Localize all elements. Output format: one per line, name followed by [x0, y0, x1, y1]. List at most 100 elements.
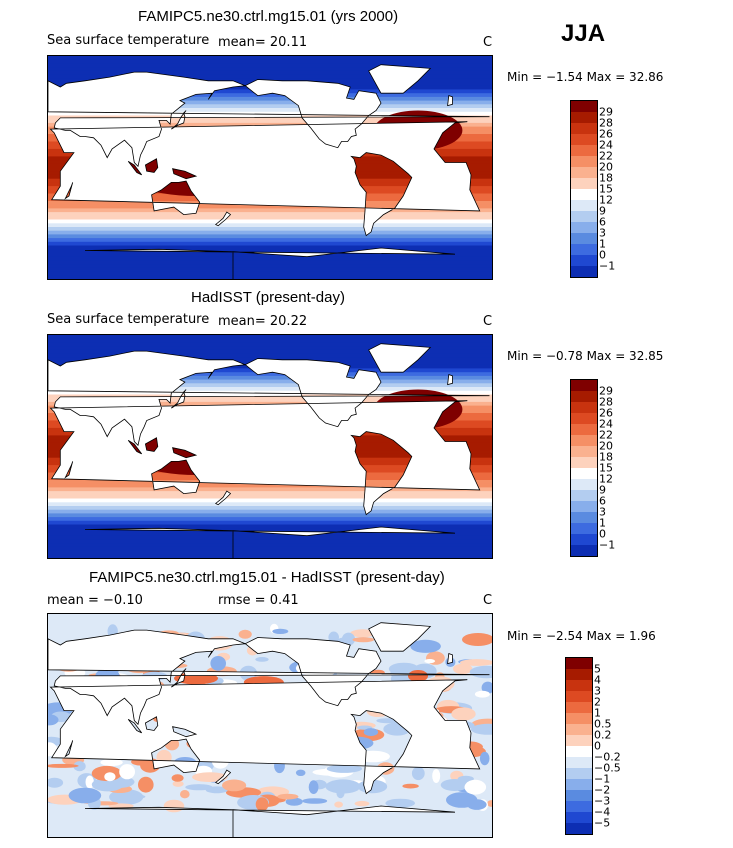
sst-band [48, 227, 492, 232]
colorbar-label: 29 [599, 105, 613, 119]
colorbar-swatch [571, 545, 597, 556]
panel-1-minmax: Min = −1.54 Max = 32.86 [507, 70, 664, 84]
diff-blob [459, 659, 492, 666]
sst-band [48, 506, 492, 511]
panel-2-title: HadISST (present-day) [191, 289, 345, 306]
diff-blob [104, 772, 116, 782]
sst-band [48, 238, 492, 243]
panel-1-variable: Sea surface temperature [47, 33, 210, 48]
colorbar-swatch [566, 823, 592, 834]
sst-band [48, 93, 492, 98]
panel-2-unit: C [483, 314, 493, 329]
land-outline [48, 343, 490, 558]
colorbar-swatch [571, 479, 597, 490]
diff-blob [48, 763, 79, 768]
colorbar-swatch [566, 768, 592, 779]
colorbar-swatch [571, 222, 597, 233]
colorbar-swatch [566, 801, 592, 812]
diff-blob [462, 633, 492, 646]
panel-3-minmax: Min = −2.54 Max = 1.96 [507, 629, 656, 643]
diff-warm-anomaly [408, 669, 428, 682]
colorbar-label: −3 [594, 794, 611, 808]
panel-3-mean: mean = −0.10 [47, 593, 143, 608]
colorbar-label: −2 [594, 783, 611, 797]
colorbar-label: 28 [599, 395, 613, 409]
sst-band [48, 223, 492, 228]
diff-blob [277, 793, 299, 800]
colorbar-label: −1 [599, 538, 616, 552]
colorbar-label: −1 [599, 259, 616, 273]
panel-1-map [47, 55, 493, 280]
sst-band [48, 212, 492, 217]
diff-blob [350, 629, 376, 638]
diff-blob [451, 707, 476, 721]
panel-2-minmax: Min = −0.78 Max = 32.85 [507, 349, 664, 363]
colorbar-swatch [571, 457, 597, 468]
colorbar-label: 3 [599, 505, 606, 519]
diff-blob [240, 798, 249, 809]
sst-band [48, 59, 492, 65]
sst-band [48, 260, 492, 265]
colorbar-label: 3 [594, 684, 601, 698]
panel-3-rmse: rmse = 0.41 [218, 593, 299, 608]
diff-blob [402, 783, 419, 789]
colorbar-label: 15 [599, 461, 613, 475]
colorbar-label: 20 [599, 439, 613, 453]
diff-blob [119, 764, 135, 780]
sst-band [48, 513, 492, 518]
diff-blob [385, 798, 416, 808]
colorbar-swatch [571, 255, 597, 266]
colorbar-label: −5 [594, 816, 611, 830]
colorbar-swatch [571, 380, 597, 391]
sst-band [48, 108, 492, 113]
sst-band [48, 372, 492, 377]
sst-band [48, 487, 492, 492]
diff-blob [341, 632, 356, 646]
panel-2-map-svg [48, 335, 492, 558]
sst-band [48, 249, 492, 254]
colorbar-swatch [571, 211, 597, 222]
sst-band [48, 215, 492, 221]
colorbar-label: 22 [599, 428, 613, 442]
diff-blob [467, 799, 487, 810]
sst-band [48, 498, 492, 503]
diff-blob [295, 769, 306, 776]
sst-band [48, 383, 492, 388]
diff-blob [238, 629, 252, 639]
sst-band [48, 100, 492, 105]
panel-1-colorbar: 29 28 26 24 22 20 18 15 12 9 6 3 1 0 −1 [570, 100, 615, 278]
diff-blob [48, 714, 59, 726]
sst-band [48, 524, 492, 529]
sst-band [48, 375, 492, 381]
sst-band [48, 63, 492, 68]
sst-band [48, 230, 492, 236]
diff-blob [334, 801, 343, 808]
sst-band [48, 234, 492, 239]
colorbar-label: −4 [594, 805, 611, 819]
colorbar-swatch [571, 523, 597, 534]
diff-blob [326, 764, 363, 773]
sst-band [48, 208, 492, 213]
diff-blob [464, 779, 487, 795]
sst-band [48, 335, 492, 340]
diff-blob [172, 780, 184, 787]
sst-band [48, 483, 492, 489]
colorbar-swatch [566, 691, 592, 702]
colorbar-label: 18 [599, 450, 613, 464]
panel-2-map [47, 334, 493, 559]
colorbar-swatch [571, 244, 597, 255]
colorbar-label: 0 [599, 248, 606, 262]
sst-band [48, 543, 492, 548]
diff-blob [163, 799, 185, 813]
diff-blob [112, 793, 146, 800]
panel-1-title: FAMIPC5.ne30.ctrl.mg15.01 (yrs 2000) [138, 8, 399, 25]
diff-blob [457, 775, 474, 783]
colorbar-label: 0 [599, 527, 606, 541]
colorbar-label: 0.2 [594, 728, 612, 742]
colorbar-swatch [571, 446, 597, 457]
sst-band [48, 275, 492, 279]
sst-band [48, 539, 492, 544]
colorbar-label: 9 [599, 483, 606, 497]
diff-blob [411, 766, 425, 781]
colorbar-swatch [571, 189, 597, 200]
